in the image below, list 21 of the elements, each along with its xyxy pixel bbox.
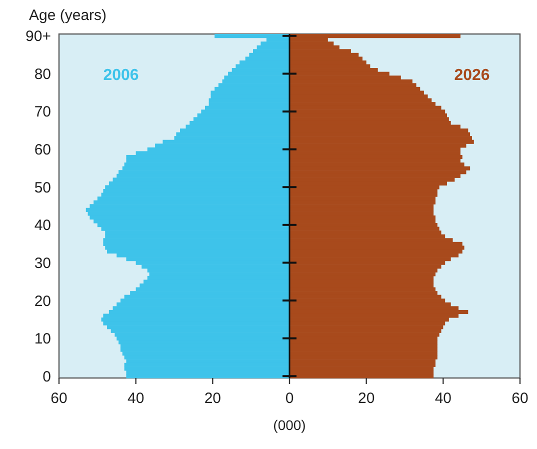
text: 2006 <box>103 67 139 84</box>
y-tick-label: 80 <box>34 66 51 83</box>
y-tick-label: 40 <box>34 217 51 234</box>
x-tick-label: 40 <box>434 390 452 407</box>
x-axis-title: (000) <box>273 417 306 433</box>
y-tick-label: 30 <box>34 254 51 272</box>
y-tick-label: 70 <box>34 104 51 121</box>
x-tick-label: 60 <box>512 390 528 407</box>
series-label: 2026 <box>454 67 490 84</box>
y-tick-label: 20 <box>34 292 51 310</box>
x-tick-label: 0 <box>285 390 294 407</box>
y-tick-label: 50 <box>34 179 51 196</box>
y-tick-label: 10 <box>34 330 51 348</box>
x-tick-label: 20 <box>204 390 222 407</box>
y-axis-title: Age (years) <box>29 7 107 24</box>
x-tick-label: 40 <box>127 390 144 407</box>
y-tick-label: 60 <box>34 142 51 159</box>
x-tick-label: 60 <box>50 390 68 407</box>
x-tick-label: 20 <box>358 390 375 407</box>
y-tick-label: 0 <box>42 368 51 386</box>
y-tick-label: 90+ <box>26 28 52 46</box>
